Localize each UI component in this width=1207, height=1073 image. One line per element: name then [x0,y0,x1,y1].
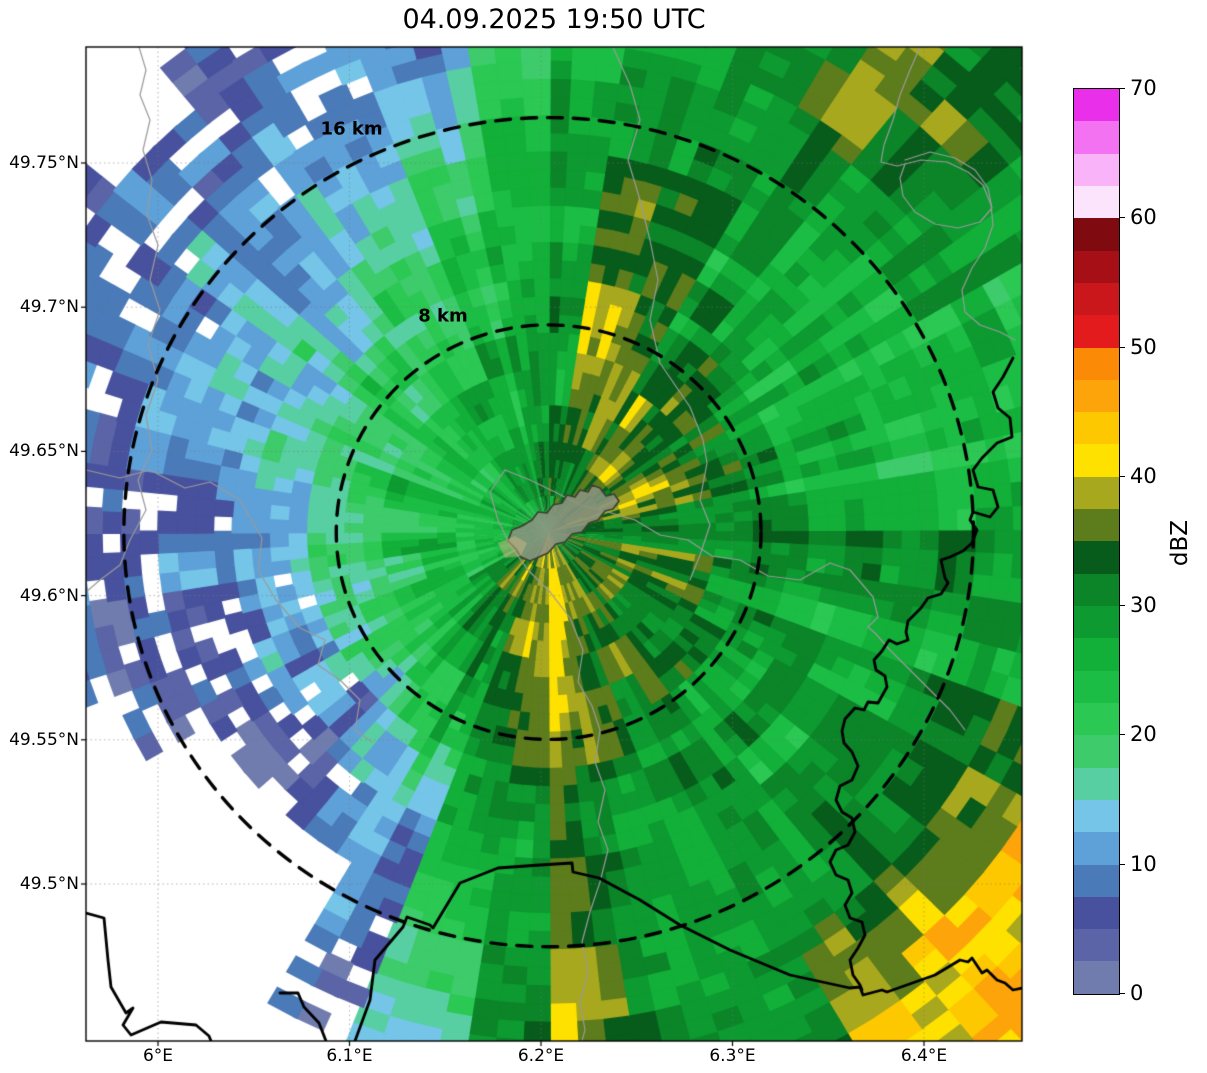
colorbar-band [1074,832,1119,865]
colorbar-tickmark [1119,346,1125,348]
colorbar-tickmark [1119,217,1125,219]
colorbar-band [1074,218,1119,251]
colorbar-band [1074,573,1119,606]
colorbar-tick-label: 10 [1130,851,1157,876]
figure-title: 04.09.2025 19:50 UTC [402,4,706,35]
colorbar-tickmark [1119,734,1125,736]
colorbar-tick-label: 50 [1130,334,1157,359]
range-ring-label: 16 km [320,118,383,140]
colorbar-band [1074,896,1119,930]
x-tick-label: 6°E [142,1046,174,1066]
colorbar-band [1074,509,1119,542]
colorbar-band [1074,185,1119,219]
colorbar-band [1074,864,1119,897]
colorbar-band [1074,153,1119,186]
colorbar-tickmark [1119,88,1125,89]
y-tick-label: 49.55°N [9,729,79,750]
colorbar-band [1074,638,1119,671]
colorbar-tick-label: 70 [1130,76,1157,100]
colorbar-band [1074,735,1119,768]
colorbar-band [1074,412,1119,445]
colorbar-band [1074,444,1119,477]
y-tick-label: 49.6°N [19,585,79,606]
x-tick-label: 6.2°E [517,1046,565,1066]
colorbar-band [1074,476,1119,510]
colorbar-band [1074,89,1119,122]
y-tick-label: 49.5°N [19,874,79,894]
y-tick-label: 49.75°N [9,153,79,173]
y-tick-label: 49.7°N [19,297,79,318]
colorbar-band [1074,541,1119,574]
colorbar-band [1074,702,1119,736]
colorbar-band [1074,315,1119,348]
colorbar-band [1074,961,1119,994]
colorbar-band [1074,929,1119,962]
colorbar-tick-label: 0 [1130,981,1144,1005]
colorbar-tickmark [1119,993,1125,994]
y-tick-label: 49.65°N [9,441,79,462]
colorbar-tick-label: 40 [1130,463,1157,488]
colorbar-band [1074,799,1119,833]
colorbar-band [1074,670,1119,703]
colorbar-band [1074,379,1119,413]
colorbar-band [1074,250,1119,283]
colorbar [1073,88,1120,995]
colorbar-tick-label: 30 [1130,593,1157,618]
colorbar-label: dBZ [1167,519,1193,567]
colorbar-band [1074,347,1119,380]
colorbar-tickmark [1119,863,1125,865]
colorbar-band [1074,606,1119,639]
colorbar-band [1074,767,1119,800]
x-tick-label: 6.1°E [326,1046,373,1066]
colorbar-band [1074,121,1119,154]
x-tick-label: 6.3°E [709,1046,756,1066]
colorbar-tick-label: 20 [1130,722,1157,747]
colorbar-tick-label: 60 [1130,205,1157,230]
range-ring-label: 8 km [418,305,468,327]
x-tick-label: 6.4°E [900,1046,948,1066]
colorbar-tickmark [1119,605,1125,607]
colorbar-tickmark [1119,475,1125,477]
colorbar-band [1074,282,1119,316]
